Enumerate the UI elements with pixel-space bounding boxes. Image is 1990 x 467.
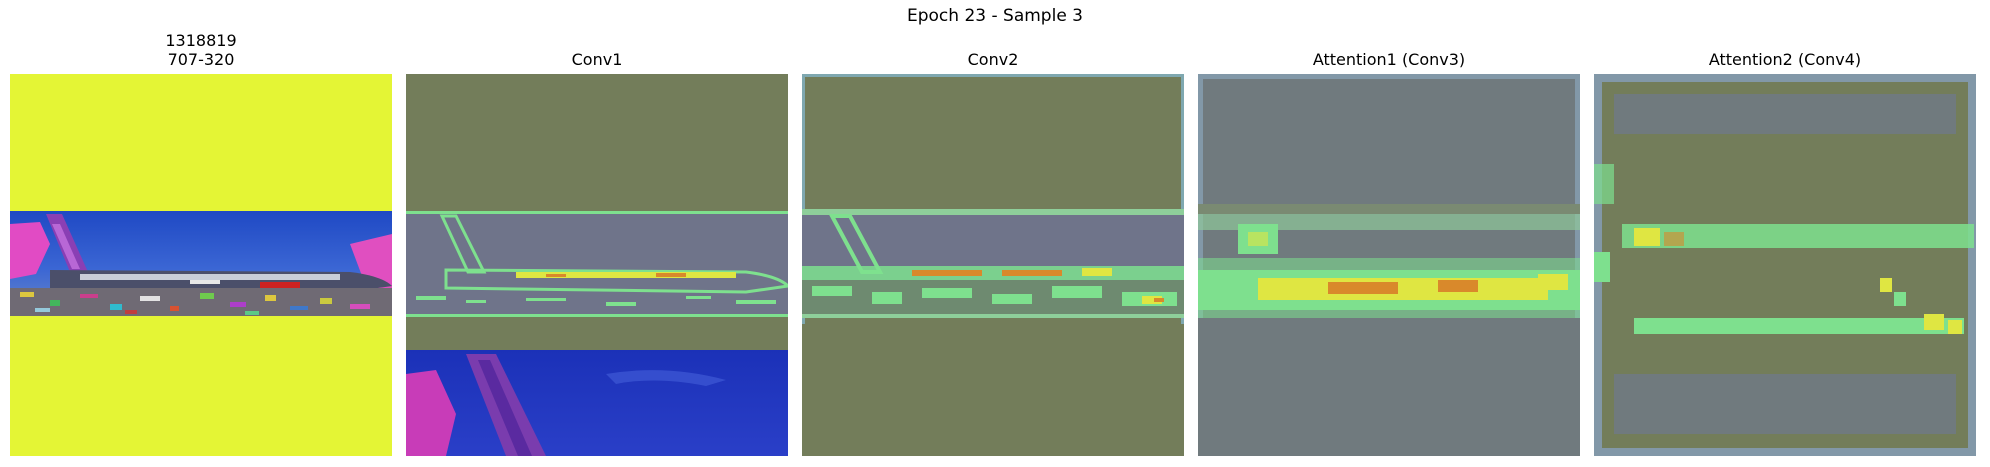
panel-title-conv1-text: Conv1 [571, 50, 623, 69]
input-image [10, 74, 392, 456]
attention1-map [1198, 74, 1580, 456]
input-image-panel [10, 74, 392, 456]
class-label: 707-320 [167, 50, 235, 69]
panel-title-attn2-text: Attention2 (Conv4) [1708, 50, 1862, 69]
panel-title-conv2-text: Conv2 [967, 50, 1019, 69]
conv2-feature-map [802, 74, 1184, 456]
sample-id-label: 1318819 [165, 31, 237, 50]
attention1-panel [1198, 74, 1580, 456]
panel-title-conv1: Conv1 [406, 50, 788, 69]
figure-title: Epoch 23 - Sample 3 [907, 6, 1083, 26]
panel-title-attn1-text: Attention1 (Conv3) [1312, 50, 1466, 69]
attention2-map [1594, 74, 1976, 456]
attention2-panel [1594, 74, 1976, 456]
panel-title-input: 1318819 707-320 [10, 31, 392, 69]
panel-title-attn1: Attention1 (Conv3) [1198, 50, 1580, 69]
panel-title-conv2: Conv2 [802, 50, 1184, 69]
conv2-panel [802, 74, 1184, 456]
conv1-panel [406, 74, 788, 456]
panel-title-attn2: Attention2 (Conv4) [1594, 50, 1976, 69]
conv1-feature-map [406, 74, 788, 456]
